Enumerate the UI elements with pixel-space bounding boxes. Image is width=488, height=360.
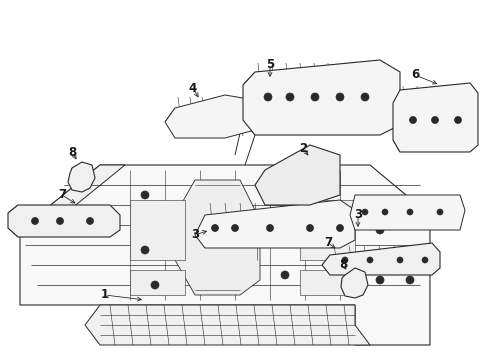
Circle shape xyxy=(211,225,218,231)
Circle shape xyxy=(86,217,93,225)
Text: 7: 7 xyxy=(323,237,331,249)
Circle shape xyxy=(361,209,367,215)
Polygon shape xyxy=(349,195,464,230)
Circle shape xyxy=(151,281,159,289)
Polygon shape xyxy=(254,145,339,205)
Circle shape xyxy=(375,226,383,234)
Text: 8: 8 xyxy=(68,145,76,158)
Text: 3: 3 xyxy=(190,229,199,242)
Circle shape xyxy=(295,181,304,189)
Circle shape xyxy=(306,225,313,231)
Text: 5: 5 xyxy=(265,58,274,72)
Polygon shape xyxy=(195,200,354,248)
Circle shape xyxy=(430,117,438,123)
Circle shape xyxy=(336,225,343,231)
Circle shape xyxy=(366,257,372,263)
Circle shape xyxy=(453,117,461,123)
Circle shape xyxy=(396,257,402,263)
Text: 6: 6 xyxy=(410,68,418,81)
Polygon shape xyxy=(8,205,120,237)
Circle shape xyxy=(405,276,413,284)
Polygon shape xyxy=(130,270,184,295)
Polygon shape xyxy=(243,60,399,135)
Text: 3: 3 xyxy=(353,208,361,221)
Polygon shape xyxy=(299,200,354,260)
Text: 1: 1 xyxy=(101,288,109,302)
Circle shape xyxy=(360,93,368,101)
Polygon shape xyxy=(85,305,369,345)
Circle shape xyxy=(264,93,271,101)
Circle shape xyxy=(57,217,63,225)
Circle shape xyxy=(375,276,383,284)
Polygon shape xyxy=(392,83,477,152)
Circle shape xyxy=(141,246,149,254)
Circle shape xyxy=(315,181,324,189)
Polygon shape xyxy=(321,243,439,275)
Text: 8: 8 xyxy=(338,258,346,271)
Circle shape xyxy=(310,93,318,101)
Polygon shape xyxy=(130,200,184,260)
Circle shape xyxy=(281,191,288,199)
Circle shape xyxy=(266,225,273,231)
Circle shape xyxy=(31,217,39,225)
Circle shape xyxy=(381,209,387,215)
Circle shape xyxy=(281,271,288,279)
Circle shape xyxy=(231,225,238,231)
Polygon shape xyxy=(20,165,429,345)
Circle shape xyxy=(436,209,442,215)
Circle shape xyxy=(341,257,347,263)
Circle shape xyxy=(421,257,427,263)
Polygon shape xyxy=(68,162,95,192)
Circle shape xyxy=(335,93,343,101)
Text: 2: 2 xyxy=(298,141,306,154)
Circle shape xyxy=(141,191,149,199)
Circle shape xyxy=(408,117,416,123)
Polygon shape xyxy=(20,165,125,230)
Polygon shape xyxy=(175,180,260,295)
Polygon shape xyxy=(299,270,354,295)
Polygon shape xyxy=(164,95,254,138)
Circle shape xyxy=(315,226,324,234)
Circle shape xyxy=(406,209,412,215)
Circle shape xyxy=(285,93,293,101)
Text: 4: 4 xyxy=(188,81,197,94)
Polygon shape xyxy=(340,268,367,298)
Circle shape xyxy=(275,181,284,189)
Text: 7: 7 xyxy=(58,189,66,202)
